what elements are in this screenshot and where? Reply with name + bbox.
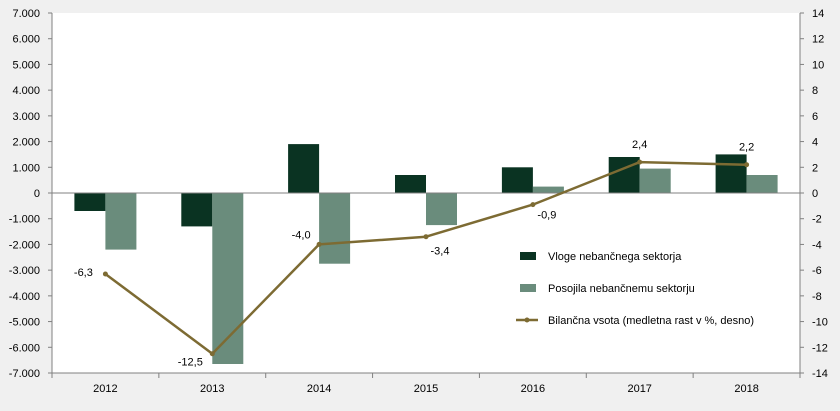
left-tick-label: -3.000 (9, 265, 40, 277)
right-tick-label: -6 (812, 265, 822, 277)
legend-box (494, 236, 778, 336)
data-label-2012: -6,3 (74, 267, 93, 279)
line-point-2012 (102, 271, 108, 277)
right-tick-label: -2 (812, 214, 822, 226)
line-point-2016 (530, 202, 536, 208)
legend: Vloge nebančnega sektorja Posojila nebanč… (494, 236, 778, 336)
bar-vloge-2017 (608, 157, 640, 193)
x-tick-label-2012: 2012 (93, 383, 117, 395)
left-tick-label: -6.000 (9, 342, 40, 354)
bar-vloge-2016 (501, 167, 533, 193)
bar-posojila-2016 (532, 186, 564, 193)
right-tick-label: 6 (812, 111, 818, 123)
right-tick-label: 0 (812, 188, 818, 200)
right-tick-label: -8 (812, 291, 822, 303)
bar-posojila-2017 (639, 168, 671, 193)
x-tick-label-2015: 2015 (414, 383, 438, 395)
legend-label-1: Posojila nebančnemu sektorju (548, 283, 695, 295)
bar-vloge-2018 (715, 154, 747, 193)
bar-vloge-2015 (395, 175, 426, 193)
data-label-2014: -4,0 (292, 229, 311, 241)
left-tick-label: -5.000 (9, 317, 40, 329)
right-tick-label: 4 (812, 137, 818, 149)
bar-posojila-2012 (105, 193, 137, 250)
data-label-2018: 2,2 (739, 142, 754, 154)
left-tick-label: 7.000 (12, 8, 40, 20)
right-tick-label: 10 (812, 59, 824, 71)
line-point-2013 (209, 351, 215, 357)
right-tick-label: 8 (812, 85, 818, 97)
line-point-2015 (423, 234, 429, 240)
bar-vloge-2013 (181, 193, 213, 227)
data-label-2013: -12,5 (178, 357, 203, 369)
data-label-2016: -0,9 (537, 210, 556, 222)
right-tick-label: 12 (812, 34, 824, 46)
left-tick-label: -4.000 (9, 291, 40, 303)
left-tick-label: -1.000 (9, 214, 40, 226)
legend-label-0: Vloge nebančnega sektorja (548, 251, 682, 263)
data-label-2017: 2,4 (632, 139, 647, 151)
legend-swatch-0 (520, 252, 536, 260)
x-tick-label-2013: 2013 (200, 383, 224, 395)
right-tick-label: -12 (812, 342, 828, 354)
line-point-2014 (316, 241, 322, 247)
left-tick-label: 4.000 (12, 85, 40, 97)
legend-label-2: Bilančna vsota (medletna rast v %, desno… (548, 315, 754, 327)
x-tick-label-2017: 2017 (627, 383, 651, 395)
left-tick-label: 0 (34, 188, 40, 200)
left-tick-label: 1.000 (12, 162, 40, 174)
right-tick-label: -14 (812, 368, 828, 380)
x-tick-label-2018: 2018 (734, 383, 758, 395)
line-point-2018 (744, 162, 750, 168)
left-tick-label: 5.000 (12, 59, 40, 71)
right-tick-label: 2 (812, 162, 818, 174)
right-tick-label: 14 (812, 8, 824, 20)
left-tick-label: 2.000 (12, 137, 40, 149)
bar-posojila-2018 (746, 175, 778, 193)
data-label-2015: -3,4 (431, 246, 450, 258)
bar-posojila-2013 (212, 193, 244, 364)
bar-vloge-2014 (288, 144, 320, 193)
x-tick-label-2016: 2016 (521, 383, 545, 395)
right-tick-label: -4 (812, 239, 822, 251)
left-tick-label: 6.000 (12, 34, 40, 46)
left-tick-label: -2.000 (9, 239, 40, 251)
legend-marker-2 (524, 317, 530, 323)
left-tick-label: -7.000 (9, 368, 40, 380)
bar-vloge-2012 (74, 193, 106, 211)
right-tick-label: -10 (812, 317, 828, 329)
bar-posojila-2014 (319, 193, 351, 264)
x-tick-label-2014: 2014 (307, 383, 331, 395)
bar-posojila-2015 (426, 193, 457, 226)
legend-swatch-1 (520, 284, 536, 292)
left-tick-label: 3.000 (12, 111, 40, 123)
line-point-2017 (637, 159, 643, 165)
